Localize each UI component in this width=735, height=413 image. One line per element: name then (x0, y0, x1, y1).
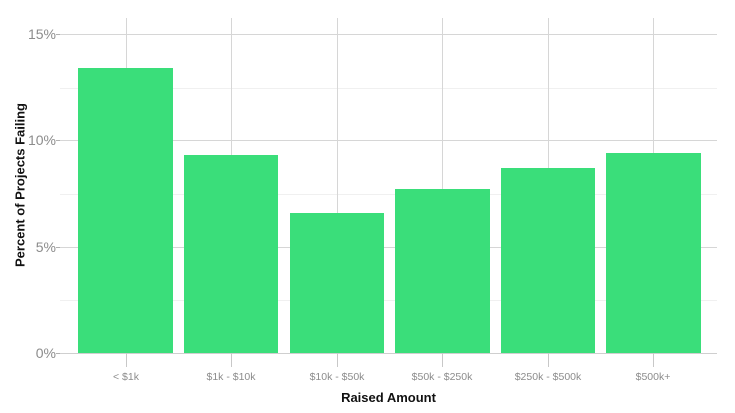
x-tick-mark (548, 353, 549, 367)
vertical-gridline (442, 18, 443, 353)
x-tick-mark (442, 353, 443, 367)
bar-50k-250k (395, 189, 490, 353)
bar-1k-10k (184, 155, 278, 353)
minor-gridline (60, 88, 717, 89)
x-tick-label: $10k - $50k (309, 371, 365, 383)
bar-500k-plus (606, 153, 701, 353)
x-tick-mark (337, 353, 338, 367)
y-tick-label: 15% (27, 26, 56, 42)
x-axis-line (60, 353, 717, 354)
y-tick-mark (56, 353, 60, 354)
x-axis-title: Raised Amount (341, 390, 436, 405)
x-tick-label: $250k - $500k (514, 371, 582, 383)
x-tick-label: $500k+ (635, 371, 671, 383)
plot-area (60, 18, 717, 353)
vertical-gridline (337, 18, 338, 353)
bar-under-1k (78, 68, 173, 353)
minor-gridline (60, 194, 717, 195)
major-gridline (60, 140, 717, 141)
bar-10k-50k (290, 212, 384, 353)
x-tick-label: $50k - $250k (411, 371, 473, 383)
x-tick-label: $1k - $10k (206, 371, 256, 383)
bar-250k-500k (501, 168, 595, 353)
x-tick-mark (231, 353, 232, 367)
x-tick-mark (126, 353, 127, 367)
major-gridline (60, 34, 717, 35)
x-tick-label: < $1k (113, 371, 139, 383)
y-tick-label: 5% (35, 239, 56, 255)
y-tick-mark (56, 247, 60, 248)
minor-gridline (60, 300, 717, 301)
y-tick-label: 0% (35, 345, 56, 361)
y-tick-label: 10% (27, 132, 56, 148)
y-tick-mark (56, 34, 60, 35)
x-tick-mark (653, 353, 654, 367)
major-gridline (60, 247, 717, 248)
y-axis-title: Percent of Projects Failing (12, 103, 28, 267)
y-tick-mark (56, 140, 60, 141)
